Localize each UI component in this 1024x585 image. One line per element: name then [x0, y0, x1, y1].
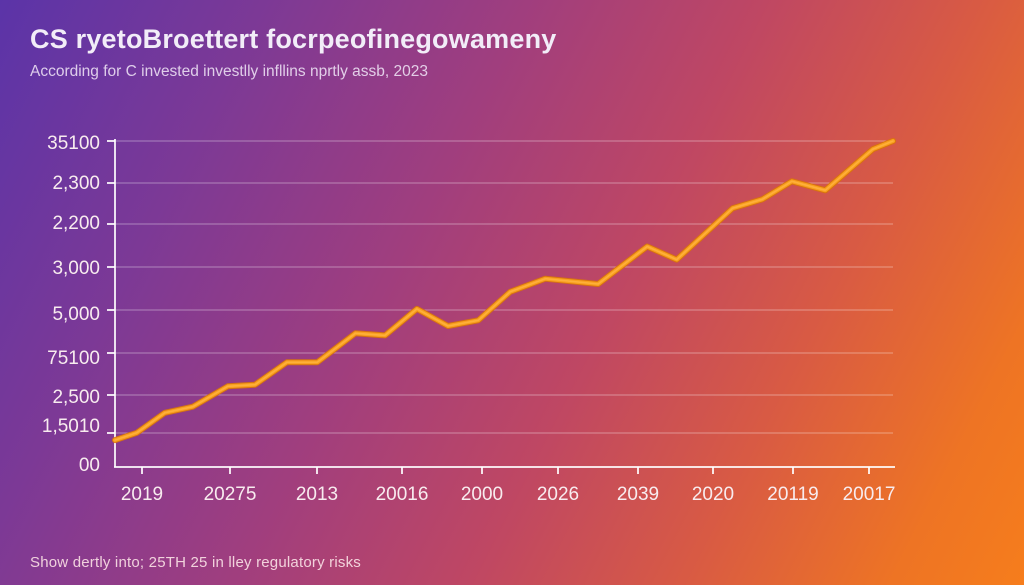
- y-tick-label: 5,000: [52, 304, 100, 325]
- y-tick-label: 3,000: [52, 258, 100, 279]
- y-tick-label: 35100: [47, 133, 100, 154]
- x-tick-label: 2019: [121, 484, 163, 505]
- x-tick-label: 2026: [537, 484, 579, 505]
- chart-footnote: Show dertly into; 25TH 25 in lley regula…: [30, 554, 361, 571]
- trend-line-highlight: [114, 140, 894, 441]
- x-tick-label: 2020: [692, 484, 734, 505]
- chart-header: CS ryetoBroettert focrpeofinegowameny Ac…: [30, 24, 557, 81]
- y-tick-label: 2,200: [52, 213, 100, 234]
- x-tick-label: 20016: [376, 484, 429, 505]
- y-tick-label: 1,5010: [42, 416, 100, 437]
- x-tick-label: 20119: [767, 484, 818, 505]
- chart-title: CS ryetoBroettert focrpeofinegowameny: [30, 24, 557, 54]
- y-tick-label: 2,500: [52, 387, 100, 408]
- x-tick-label: 2039: [617, 484, 659, 505]
- x-tick-label: 2013: [296, 484, 338, 505]
- chart-subtitle: According for C invested investlly infll…: [30, 63, 429, 80]
- x-tick-label: 20275: [204, 484, 257, 505]
- y-tick-label: 00: [79, 455, 100, 476]
- y-tick-label: 75100: [47, 348, 100, 369]
- y-tick-label: 2,300: [52, 173, 100, 194]
- footnote-text: Show dertly into; 25TH 25 in lley regula…: [30, 554, 361, 571]
- x-tick-label: 2000: [461, 484, 503, 505]
- x-tick-label: 20017: [843, 484, 896, 505]
